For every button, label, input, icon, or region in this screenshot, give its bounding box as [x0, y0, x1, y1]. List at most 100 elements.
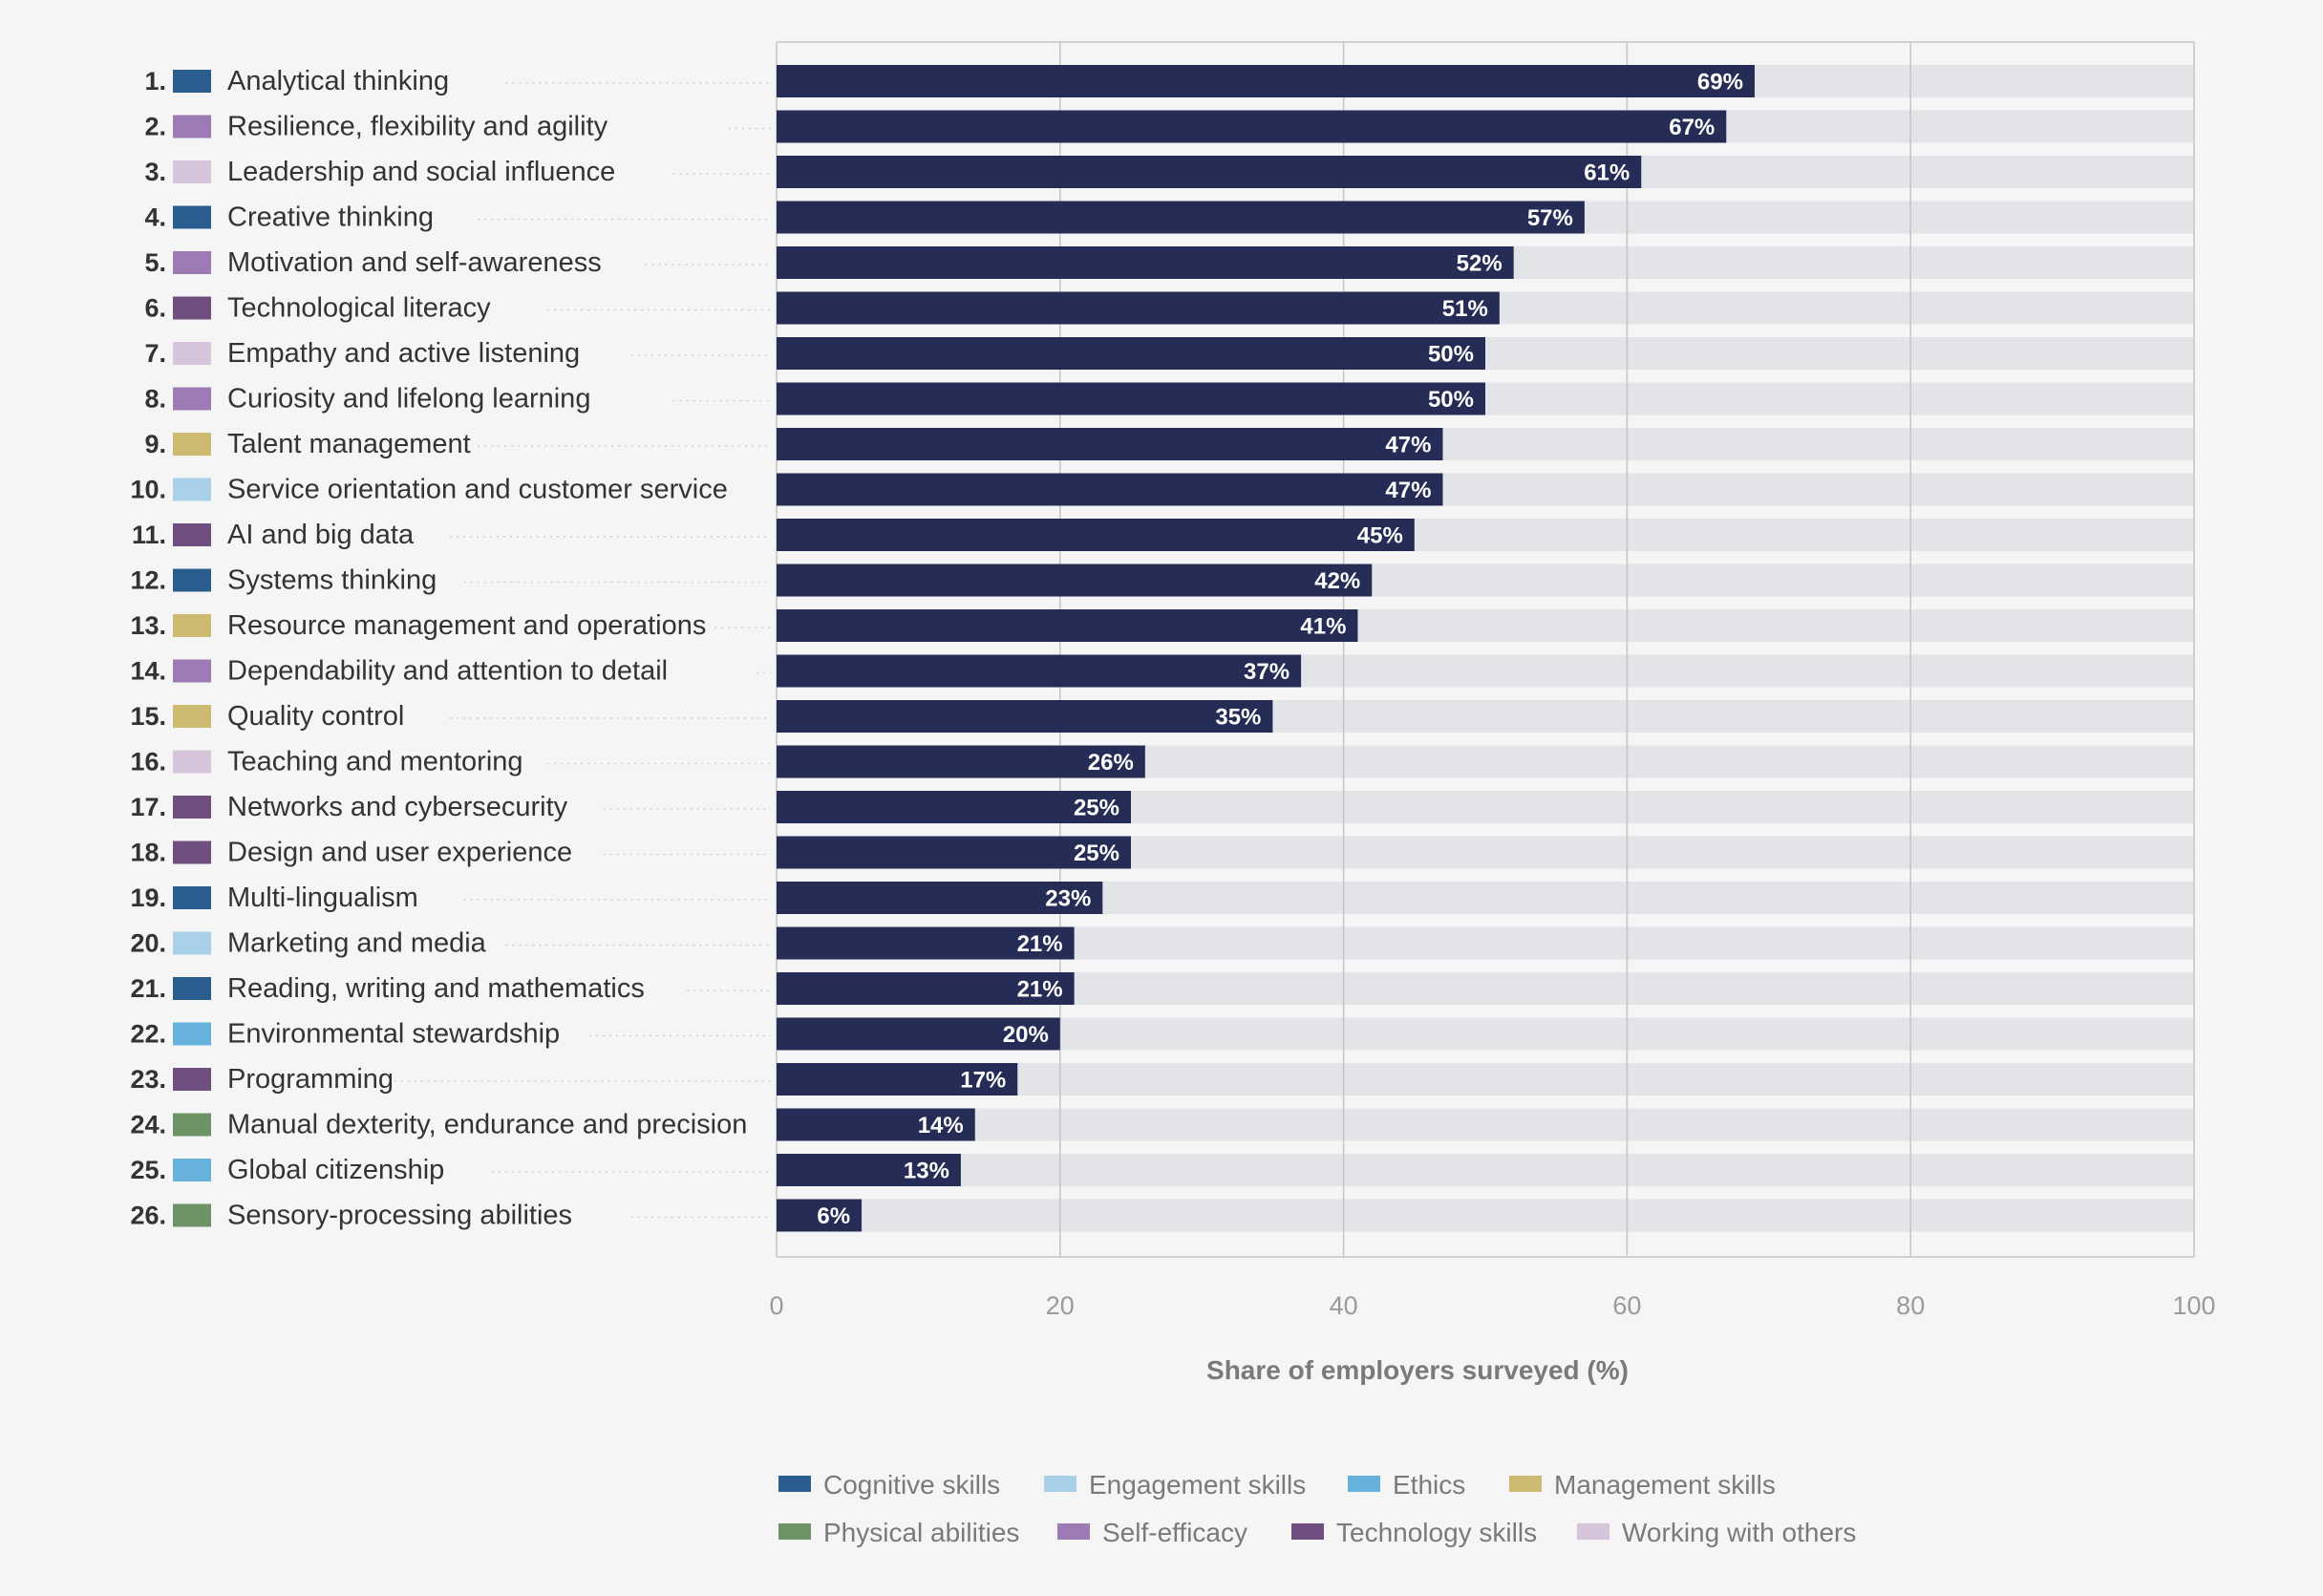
bar-value: 21: [1017, 977, 1043, 1003]
legend-label: Management skills: [1554, 1470, 1776, 1500]
bar-value-label: 51%: [1442, 296, 1488, 322]
bar-value-suffix: %: [1042, 931, 1062, 957]
bar-value-suffix: %: [1481, 251, 1502, 277]
legend-label: Engagement skills: [1089, 1470, 1306, 1500]
category-swatch: [173, 931, 211, 955]
bar-value-label: 45%: [1357, 523, 1403, 549]
rank-number: 7.: [144, 339, 166, 368]
rank-number: 18.: [130, 839, 166, 867]
bar-value-label: 67%: [1669, 115, 1715, 140]
bar-value-suffix: %: [1723, 70, 1743, 96]
bar-value-label: 13%: [904, 1159, 949, 1184]
skill-label: Motivation and self-awareness: [227, 247, 602, 278]
rank-number: 1.: [144, 67, 166, 96]
bar-value-label: 52%: [1457, 251, 1502, 277]
bar: [777, 1108, 975, 1141]
bar-value-label: 25%: [1074, 796, 1119, 821]
x-tick-label: 20: [1046, 1291, 1075, 1320]
bar-value: 41: [1300, 614, 1326, 640]
legend-swatch: [778, 1476, 811, 1492]
bar: [777, 882, 1103, 914]
rank-number: 10.: [130, 476, 166, 504]
bar: [777, 110, 1727, 143]
skill-label: Environmental stewardship: [227, 1019, 560, 1050]
bar-value-label: 41%: [1300, 614, 1346, 640]
bar-value-suffix: %: [1241, 705, 1261, 731]
bar-value: 6: [817, 1203, 829, 1229]
bar-value-label: 61%: [1584, 160, 1630, 186]
bar-value: 47: [1385, 433, 1411, 458]
skill-label: Service orientation and customer service: [227, 475, 728, 505]
skill-label: Resilience, flexibility and agility: [227, 112, 608, 142]
bar: [777, 519, 1415, 551]
bar-value-suffix: %: [1099, 796, 1119, 821]
bar-value: 25: [1074, 796, 1099, 821]
bar: [777, 65, 1755, 97]
legend-label: Self-efficacy: [1102, 1518, 1247, 1547]
skill-label: Global citizenship: [227, 1155, 444, 1185]
bar-value: 61: [1584, 160, 1609, 186]
legend-swatch: [1348, 1476, 1380, 1492]
bar-value: 26: [1088, 750, 1114, 776]
skill-label: Leadership and social influence: [227, 157, 615, 187]
legend-label: Ethics: [1393, 1470, 1465, 1500]
bar-tracks: [777, 65, 2194, 1232]
bar-value-suffix: %: [1382, 523, 1402, 549]
legend-item: Technology skills: [1291, 1518, 1537, 1547]
category-swatch: [173, 160, 211, 183]
rank-number: 13.: [130, 611, 166, 640]
skill-label: Resource management and operations: [227, 610, 706, 641]
bar-value: 51: [1442, 296, 1468, 322]
bar-value: 37: [1244, 659, 1269, 685]
legend-swatch: [1577, 1523, 1609, 1540]
legend-swatch: [1291, 1523, 1324, 1540]
bar: [777, 972, 1075, 1005]
bar: [777, 700, 1273, 733]
skill-label: Manual dexterity, endurance and precisio…: [227, 1110, 747, 1140]
category-swatch: [173, 387, 211, 411]
bar-value: 20: [1003, 1022, 1029, 1048]
category-swatch: [173, 1022, 211, 1046]
legend-label: Working with others: [1622, 1518, 1856, 1547]
skill-label: Programming: [227, 1064, 394, 1095]
bar: [777, 291, 1500, 325]
category-swatch: [173, 251, 211, 274]
bar-value: 47: [1385, 478, 1411, 503]
legend-item: Self-efficacy: [1057, 1518, 1247, 1547]
bar-value-label: 21%: [1017, 977, 1063, 1003]
bar-value-label: 47%: [1385, 433, 1431, 458]
skill-label: Networks and cybersecurity: [227, 792, 568, 822]
skill-label: Dependability and attention to detail: [227, 656, 668, 687]
skill-label: Design and user experience: [227, 838, 572, 868]
rank-number: 25.: [130, 1156, 166, 1184]
rank-number: 8.: [144, 385, 166, 414]
skill-label: Marketing and media: [227, 928, 487, 959]
bar-value-suffix: %: [1454, 342, 1474, 368]
bar-value-suffix: %: [1326, 614, 1346, 640]
skill-label: Teaching and mentoring: [227, 747, 523, 777]
skill-label: Systems thinking: [227, 565, 437, 596]
category-swatch: [173, 433, 211, 456]
rank-number: 14.: [130, 657, 166, 686]
bar: [777, 1154, 961, 1186]
bar: [777, 156, 1642, 188]
x-tick-label: 0: [769, 1291, 783, 1320]
rank-number: 16.: [130, 748, 166, 777]
bar-value: 23: [1045, 886, 1071, 912]
bar-value-suffix: %: [943, 1113, 963, 1138]
bar-value-label: 6%: [817, 1203, 850, 1229]
bar-value-suffix: %: [1454, 387, 1474, 413]
legend-item: Working with others: [1577, 1518, 1856, 1547]
legend-swatch: [1057, 1523, 1090, 1540]
category-swatch: [173, 205, 211, 229]
rank-number: 12.: [130, 566, 166, 595]
bar-track: [777, 1199, 2194, 1232]
legend-item: Physical abilities: [778, 1518, 1019, 1547]
bar-value-suffix: %: [1553, 205, 1573, 231]
bar-value-suffix: %: [986, 1068, 1006, 1094]
bar-value-suffix: %: [1113, 750, 1133, 776]
x-axis-title: Share of employers surveyed (%): [1206, 1355, 1629, 1385]
bar: [777, 1017, 1060, 1051]
category-swatch: [173, 523, 211, 546]
